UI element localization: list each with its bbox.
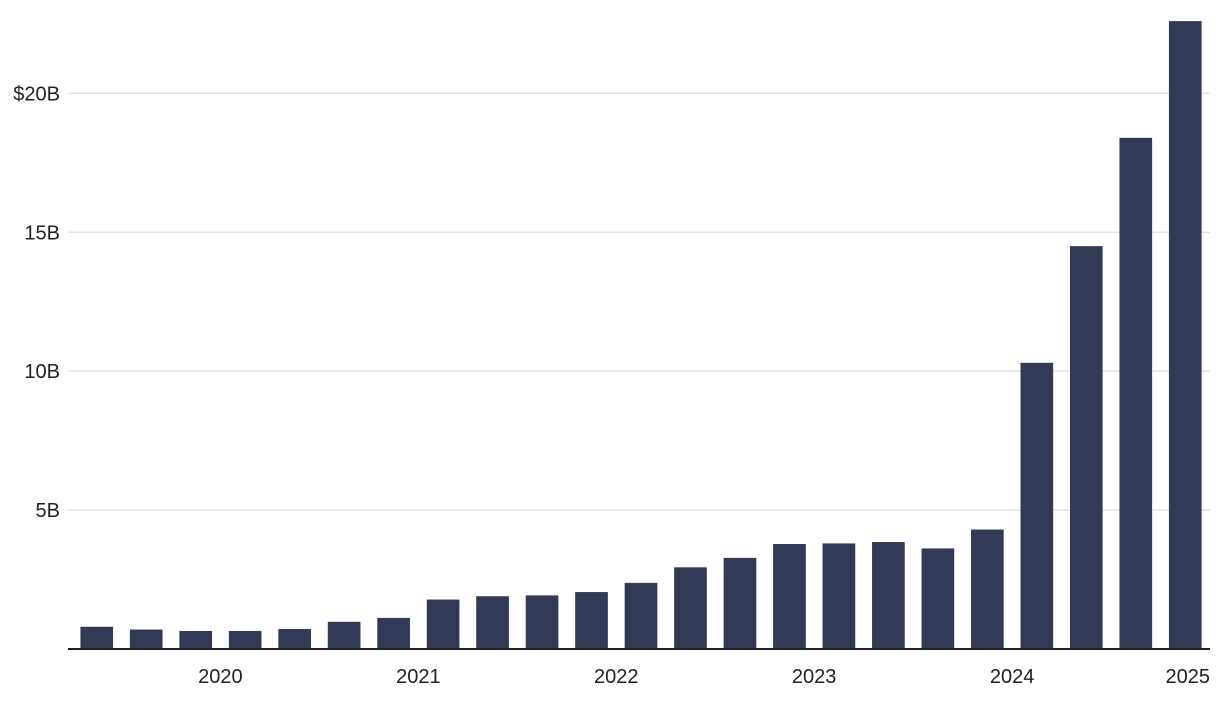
- y-tick-label: $20B: [13, 83, 60, 105]
- bar: [179, 630, 213, 649]
- bar: [525, 595, 559, 649]
- x-tick-label: 2023: [792, 666, 837, 688]
- bar: [773, 543, 806, 649]
- x-tick-label: 2025: [1166, 666, 1211, 688]
- bars: [80, 21, 1202, 650]
- bar: [278, 628, 311, 649]
- bar: [674, 567, 707, 649]
- bar: [1119, 137, 1153, 650]
- y-tick-label: 5B: [36, 500, 60, 522]
- bar: [575, 592, 608, 649]
- bar: [872, 542, 905, 649]
- bar: [624, 582, 658, 649]
- bar: [327, 621, 361, 649]
- bar: [476, 596, 509, 649]
- bar: [377, 617, 410, 649]
- x-tick-label: 2022: [594, 666, 639, 688]
- bar: [723, 557, 757, 649]
- bar: [80, 626, 114, 649]
- bar: [228, 630, 262, 649]
- y-tick-label: 10B: [24, 361, 60, 383]
- y-tick-label: 15B: [24, 222, 60, 244]
- bar: [822, 543, 856, 649]
- gridlines: [68, 92, 1210, 511]
- bar: [971, 529, 1004, 649]
- bar: [1168, 21, 1202, 650]
- bar: [129, 629, 163, 649]
- x-tick-label: 2024: [990, 666, 1035, 688]
- bar: [1020, 362, 1054, 649]
- bar: [1069, 246, 1103, 650]
- bar: [921, 548, 955, 649]
- axes: 5B 10B 15B $20B 2020 2021 2022 2023 2024 2025: [13, 83, 1210, 688]
- x-tick-label: 2020: [198, 666, 243, 688]
- bar: [426, 599, 460, 649]
- x-tick-label: 2021: [396, 666, 441, 688]
